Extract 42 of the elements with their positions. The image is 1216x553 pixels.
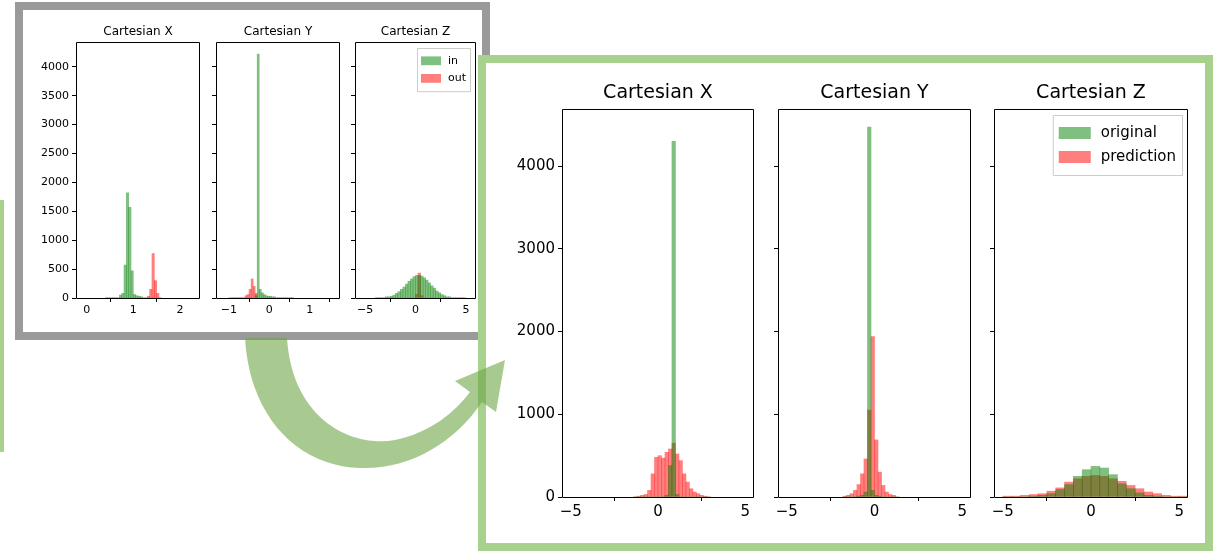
- x-tick-label: 0: [1086, 501, 1096, 520]
- x-tick-label: −1: [220, 303, 238, 317]
- y-tick-label: 1000: [516, 404, 555, 423]
- x-tick-label: −5: [356, 303, 374, 317]
- y-tick-label: 3500: [41, 88, 69, 102]
- y-tick-label: 3000: [516, 238, 555, 257]
- y-tick-label: 4000: [41, 59, 69, 73]
- y-tick-label: 2500: [41, 146, 69, 160]
- x-tick-label: 0: [869, 501, 880, 520]
- x-tick-label: 5: [740, 501, 751, 520]
- y-tick-label: 3000: [41, 117, 69, 131]
- chart-title: Cartesian Z: [380, 24, 451, 39]
- x-tick-label: 0: [265, 303, 273, 317]
- x-tick-label: −5: [559, 501, 582, 520]
- x-tick-label: 1: [306, 303, 314, 317]
- y-tick-label: 1500: [41, 204, 69, 218]
- y-tick-label: 0: [545, 486, 555, 505]
- chart-title: Cartesian Z: [1036, 80, 1146, 103]
- x-tick-label: −5: [775, 501, 798, 520]
- y-tick-label: 500: [48, 261, 69, 275]
- x-tick-label: 0: [83, 303, 91, 317]
- y-tick-label: 2000: [41, 175, 69, 189]
- legend-label: prediction: [1100, 146, 1177, 165]
- legend-label: out: [447, 71, 467, 85]
- x-tick-label: 2: [176, 303, 184, 317]
- legend-label: in: [447, 53, 459, 67]
- chart-title: Cartesian X: [103, 24, 173, 39]
- y-tick-label: 2000: [516, 321, 555, 340]
- x-tick-label: 5: [1174, 501, 1184, 520]
- x-tick-label: 1: [129, 303, 137, 317]
- chart-title: Cartesian X: [603, 80, 713, 103]
- y-tick-label: 1000: [41, 233, 69, 247]
- chart-title: Cartesian Y: [820, 80, 930, 103]
- y-tick-label: 4000: [516, 155, 555, 174]
- x-tick-label: 5: [462, 303, 470, 317]
- x-tick-label: 5: [957, 501, 967, 520]
- x-tick-label: 0: [412, 303, 419, 317]
- y-tick-label: 0: [62, 290, 69, 304]
- chart-title: Cartesian Y: [243, 24, 313, 39]
- x-tick-label: −5: [991, 501, 1014, 520]
- legend-label: original: [1100, 122, 1157, 141]
- x-tick-label: 0: [653, 501, 663, 520]
